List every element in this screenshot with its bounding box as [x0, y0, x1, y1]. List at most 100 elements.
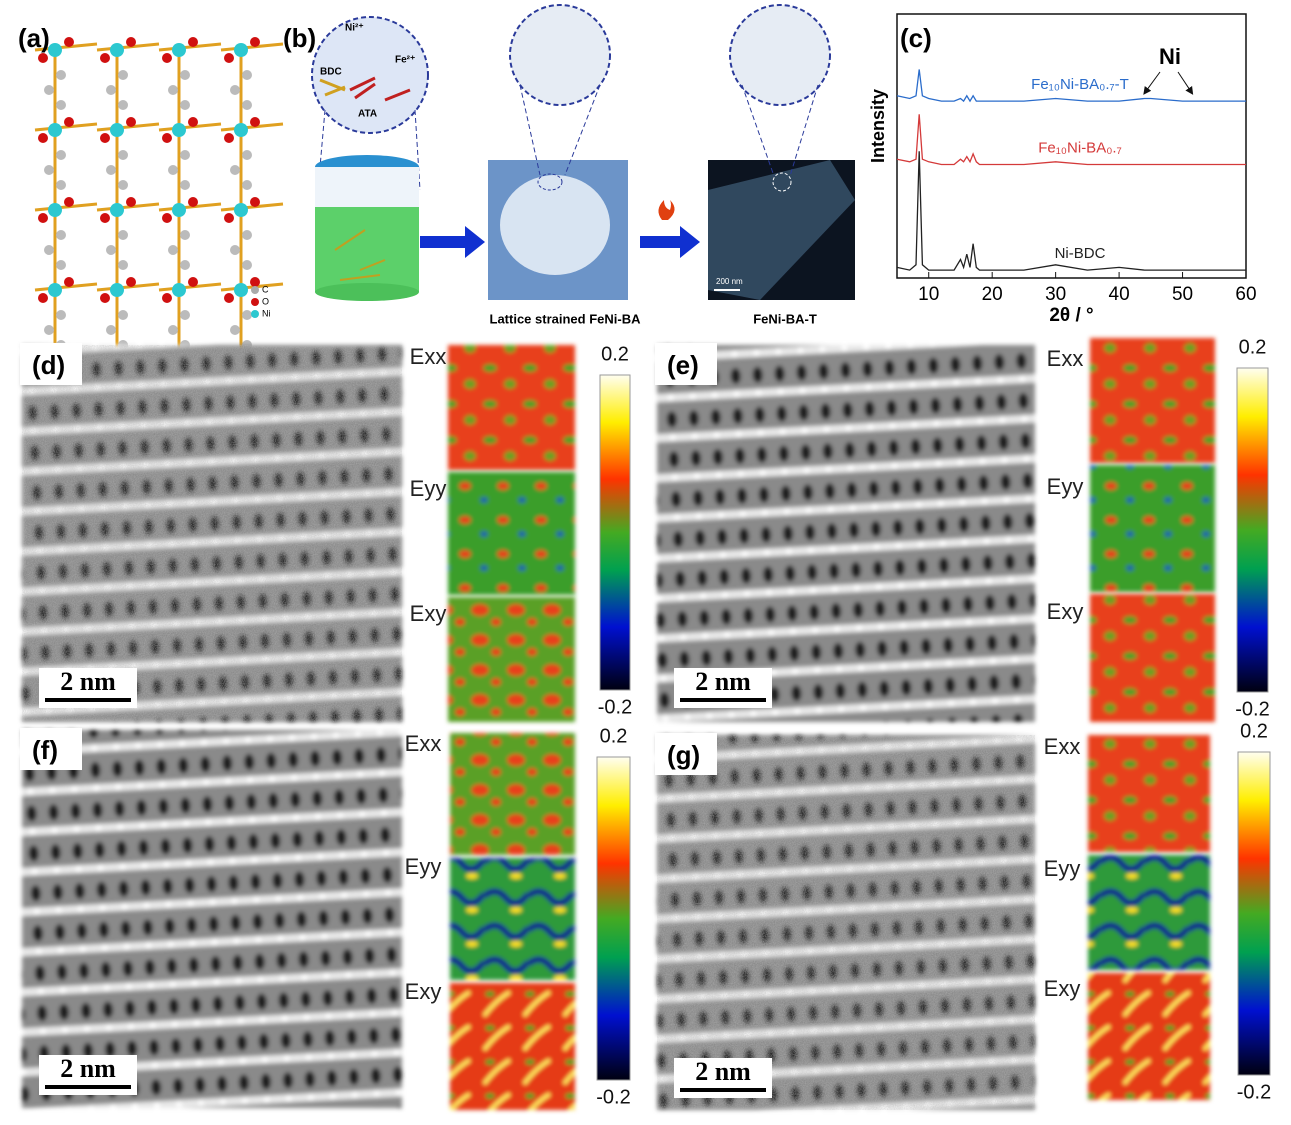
atom-o [188, 197, 198, 207]
atom-o [126, 117, 136, 127]
series-line [896, 69, 1246, 103]
atom-o [162, 213, 172, 223]
panel-label: (d) [32, 350, 65, 380]
atom-ni [172, 123, 186, 137]
y-axis-label: Intensity [868, 89, 888, 163]
series-line [896, 151, 1246, 271]
bond [220, 42, 284, 52]
atom-c [230, 245, 240, 255]
atom-ni [110, 283, 124, 297]
atom-c [180, 70, 190, 80]
scale-text: 2 nm [695, 667, 751, 696]
atom-o [188, 277, 198, 287]
bond [34, 202, 98, 212]
atom-o [126, 197, 136, 207]
atom-o [100, 53, 110, 63]
beaker [315, 167, 419, 207]
atom-o [188, 37, 198, 47]
atom-ni [48, 43, 62, 57]
legend-text: O [262, 296, 269, 306]
arrow [420, 226, 485, 258]
strain-map [1088, 855, 1210, 970]
atom-ni [48, 203, 62, 217]
zoom-line [519, 84, 601, 176]
scale-text: 200 nm [716, 277, 743, 286]
atom-c [242, 260, 252, 270]
strain-component: Eyy [410, 476, 447, 501]
annotation-arrow [1143, 71, 1161, 95]
reagent: Fe²⁺ [395, 55, 415, 66]
atom-ni [110, 43, 124, 57]
atom-ni [110, 123, 124, 137]
solution [315, 207, 419, 292]
atom-o [250, 117, 260, 127]
series-label: Fe₁₀Ni-BA₀.₇ [1038, 139, 1122, 156]
atom-o [224, 213, 234, 223]
atom-ni [234, 283, 248, 297]
beaker-base [315, 283, 419, 301]
x-tick-label: 50 [1172, 284, 1193, 305]
colorbar-min: -0.2 [1237, 1081, 1271, 1103]
label-box [20, 343, 82, 385]
atom-c [118, 150, 128, 160]
bond [158, 202, 222, 212]
scale-text: 2 nm [60, 667, 116, 696]
zoom-line [741, 84, 819, 177]
scale-text: 2 nm [695, 1057, 751, 1086]
colorbar-min: -0.2 [598, 696, 632, 718]
strain-component: Exy [405, 979, 442, 1004]
caption: FeNi-BA-T [753, 311, 817, 326]
image-noise [657, 735, 1035, 1110]
atom-o [250, 277, 260, 287]
atom-c [118, 100, 128, 110]
atom-o [224, 53, 234, 63]
atom-c [180, 230, 190, 240]
sem-flower [500, 175, 610, 275]
annotation: Ni [1159, 44, 1181, 69]
atom-ni [234, 43, 248, 57]
atom-c [168, 245, 178, 255]
colorbar-max: 0.2 [600, 725, 628, 747]
panel-label: (c) [900, 23, 932, 53]
atom-o [64, 277, 74, 287]
bond [34, 282, 98, 292]
reagent: BDC [320, 67, 342, 78]
atom-c [180, 180, 190, 190]
atom-c [56, 100, 66, 110]
tem-particle [708, 160, 855, 300]
zoom-ring [772, 172, 792, 192]
atom-o [126, 37, 136, 47]
atom-o [64, 117, 74, 127]
atom-c [180, 260, 190, 270]
label-box [20, 728, 82, 770]
atom-ni [48, 283, 62, 297]
label-box [655, 733, 717, 775]
atom-c [242, 230, 252, 240]
atom-c [44, 245, 54, 255]
bond [34, 42, 98, 52]
atom-c [242, 310, 252, 320]
atom-o [250, 37, 260, 47]
atom-o [100, 133, 110, 143]
bond [96, 42, 160, 52]
panel-label: (g) [667, 740, 700, 770]
x-tick-label: 30 [1045, 284, 1066, 305]
plot-frame [896, 13, 1247, 279]
image-noise [22, 345, 402, 722]
atom-c [44, 165, 54, 175]
atom-c [118, 260, 128, 270]
colorbar-max: 0.2 [1240, 720, 1268, 742]
atom-c [56, 180, 66, 190]
atom-c [56, 70, 66, 80]
atom-c [118, 310, 128, 320]
strain-map [448, 345, 575, 470]
strain-map [450, 983, 575, 1110]
atom-o [100, 213, 110, 223]
atom-legend: C O Ni [251, 284, 271, 318]
xrd-chart: 10 20 30 40 50 60 2θ / ° Intensity Fe₁₀Ni-BA₀.₇-… [868, 13, 1257, 326]
series-label: Ni-BDC [1055, 245, 1106, 262]
bond [96, 122, 160, 132]
colorbar-max: 0.2 [1239, 336, 1267, 358]
atom-o [224, 293, 234, 303]
